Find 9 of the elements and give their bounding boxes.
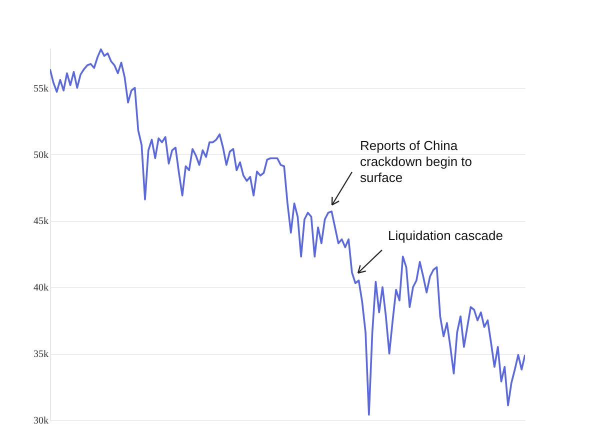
y-tick-label: 50k xyxy=(34,150,48,161)
line-series xyxy=(50,48,525,416)
y-tick-label: 40k xyxy=(34,282,48,294)
y-tick-label: 45k xyxy=(34,216,48,228)
y-tick-label: 55k xyxy=(34,83,48,94)
annotation: Liquidation cascade xyxy=(388,228,503,243)
y-tick-label: 30k xyxy=(34,416,48,426)
annotation: Reports of China crackdown begin to surface xyxy=(360,138,472,185)
y-tick-label: 35k xyxy=(34,349,48,360)
